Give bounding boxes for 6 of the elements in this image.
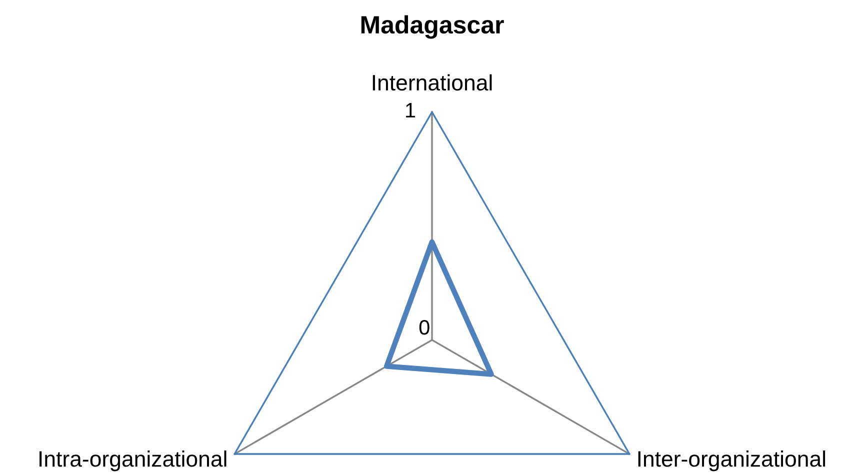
spoke-label: International [372, 74, 492, 91]
spoke-label: Inter-organizational [638, 450, 826, 472]
y-tick-label: 1 [406, 103, 416, 118]
y-tick-label: 0 [419, 320, 430, 335]
spoke-label: Intra-organizational [40, 450, 226, 472]
chart-title: Madagascar [361, 15, 504, 39]
